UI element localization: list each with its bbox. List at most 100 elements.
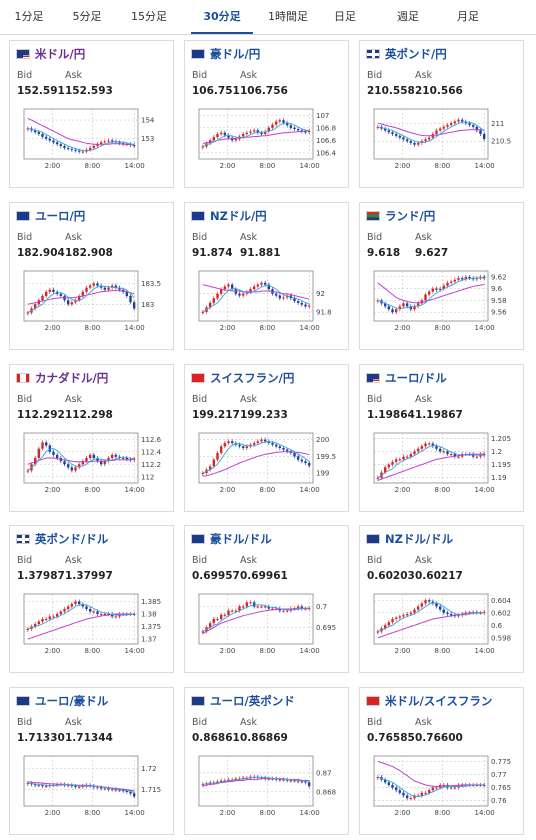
price-chart[interactable]: 183.5 183 2:00 8:00 14:00 — [20, 267, 165, 341]
candle-body — [391, 784, 394, 788]
currency-pair-link[interactable]: ランド/円 — [385, 209, 436, 223]
candle-body — [201, 631, 205, 633]
price-chart[interactable]: 1.385 1.38 1.375 1.37 2:00 8:00 14:00 — [20, 590, 165, 664]
moving-average-short-line — [377, 121, 485, 144]
ch-flag-icon — [366, 696, 380, 706]
price-chart[interactable]: 1.72 1.715 2:00 8:00 14:00 — [20, 752, 165, 826]
tab-6[interactable]: 週足 — [397, 10, 419, 23]
currency-pair-link[interactable]: NZドル/円 — [210, 209, 267, 223]
y-tick-label: 183 — [141, 301, 154, 309]
candle-body — [304, 781, 307, 783]
currency-pair-link[interactable]: 英ポンド/円 — [385, 47, 447, 61]
currency-pair-link[interactable]: 豪ドル/ドル — [210, 532, 272, 546]
candle-body — [416, 795, 420, 797]
candle-body — [282, 610, 285, 612]
x-tick-label: 2:00 — [395, 647, 411, 655]
price-chart[interactable]: 154 153 2:00 8:00 14:00 — [20, 105, 165, 179]
rate-card[interactable]: 英ポンド/円 Bid Ask 210.558 210.566 211 210.5 2:00 8:… — [359, 40, 524, 188]
price-chart[interactable]: 0.87 0.868 2:00 8:00 14:00 — [195, 752, 340, 826]
tab-1[interactable]: 5分足 — [72, 10, 102, 23]
rate-card[interactable]: 豪ドル/円 Bid Ask 106.751 106.756 107 106.8 106.6 10… — [184, 40, 349, 188]
tab-4[interactable]: 1時間足 — [268, 10, 308, 23]
bid-label: Bid — [367, 394, 383, 405]
bid-label: Bid — [192, 70, 208, 81]
rate-card[interactable]: NZドル/ドル Bid Ask 0.60203 0.60217 0.604 0.602 0.6… — [359, 525, 524, 673]
candle-body — [33, 304, 37, 309]
currency-pair-link[interactable]: 米ドル/スイスフラン — [385, 694, 493, 708]
candle-body — [216, 293, 219, 299]
currency-pair-link[interactable]: 豪ドル/円 — [210, 47, 261, 61]
ask-label: Ask — [240, 555, 257, 566]
currency-pair-link[interactable]: 英ポンド/ドル — [35, 532, 109, 546]
rate-card[interactable]: 米ドル/円 Bid Ask 152.591 152.593 154 153 2:00 8:00 1… — [9, 40, 174, 188]
card-header: 英ポンド/円 — [366, 47, 447, 61]
currency-pair-link[interactable]: 米ドル/円 — [35, 47, 86, 61]
tab-5[interactable]: 日足 — [334, 10, 356, 23]
price-chart[interactable]: 112.6 112.4 112.2 112 2:00 8:00 14:00 — [20, 429, 165, 503]
rate-card[interactable]: ユーロ/英ポンド Bid Ask 0.86861 0.86869 0.87 0.868 2:0… — [184, 687, 349, 835]
currency-pair-link[interactable]: ユーロ/豪ドル — [35, 694, 109, 708]
rate-card[interactable]: カナダドル/円 Bid Ask 112.292 112.298 112.6 112.4 112… — [9, 364, 174, 512]
price-chart[interactable]: 1.205 1.2 1.195 1.19 2:00 8:00 14:00 — [370, 429, 515, 503]
tab-2[interactable]: 15分足 — [131, 10, 167, 23]
rate-card[interactable]: ランド/円 Bid Ask 9.618 9.627 9.62 9.6 9.58 9.56 2:00… — [359, 202, 524, 350]
candle-body — [271, 124, 274, 128]
currency-pair-link[interactable]: スイスフラン/円 — [210, 371, 295, 385]
candle-body — [398, 306, 402, 310]
price-chart[interactable]: 200 199.5 199 2:00 8:00 14:00 — [195, 429, 340, 503]
candle-body — [256, 284, 260, 287]
candle-body — [99, 787, 103, 789]
candle-body — [201, 146, 205, 148]
candle-body — [33, 130, 37, 133]
candle-body — [449, 454, 453, 456]
rate-card[interactable]: NZドル/円 Bid Ask 91.874 91.881 92 91.8 2:00 8:00 14… — [184, 202, 349, 350]
price-chart[interactable]: 211 210.5 2:00 8:00 14:00 — [370, 105, 515, 179]
rate-card[interactable]: 英ポンド/ドル Bid Ask 1.37987 1.37997 1.385 1.38 1.37… — [9, 525, 174, 673]
candle-body — [405, 139, 409, 142]
candle-body — [438, 288, 442, 290]
currency-pair-link[interactable]: ユーロ/ドル — [385, 371, 447, 385]
tab-3[interactable]: 30分足 — [191, 0, 253, 34]
price-chart[interactable]: 0.604 0.602 0.6 0.598 2:00 8:00 14:00 — [370, 590, 515, 664]
rate-card[interactable]: 米ドル/スイスフラン Bid Ask 0.76585 0.76600 0.775 0.77 0… — [359, 687, 524, 835]
y-tick-label: 0.602 — [491, 609, 511, 617]
rate-card[interactable]: ユーロ/円 Bid Ask 182.904 182.908 183.5 183 2:00 8:0… — [9, 202, 174, 350]
candle-body — [77, 464, 81, 468]
candle-body — [129, 296, 132, 303]
y-tick-label: 91.8 — [316, 308, 332, 316]
card-header: ユーロ/ドル — [366, 371, 447, 385]
candle-body — [59, 611, 63, 614]
candle-body — [238, 444, 241, 447]
rate-card[interactable]: ユーロ/豪ドル Bid Ask 1.71330 1.71344 1.72 1.715 2:00… — [9, 687, 174, 835]
candle-body — [263, 606, 267, 608]
currency-pair-link[interactable]: カナダドル/円 — [35, 371, 109, 385]
price-chart[interactable]: 107 106.8 106.6 106.4 2:00 8:00 14:00 — [195, 105, 340, 179]
moving-average-short-line — [377, 602, 485, 632]
price-chart[interactable]: 0.7 0.695 2:00 8:00 14:00 — [195, 590, 340, 664]
moving-average-short-line — [27, 285, 135, 314]
candle-body — [278, 779, 282, 781]
card-header: 米ドル/スイスフラン — [366, 694, 492, 708]
currency-pair-link[interactable]: NZドル/ドル — [385, 532, 454, 546]
candlestick-chart: 1.72 1.715 2:00 8:00 14:00 — [23, 755, 161, 817]
candle-body — [219, 614, 223, 619]
plot-frame — [23, 755, 139, 807]
rate-card[interactable]: スイスフラン/円 Bid Ask 199.217 199.233 200 199.5 199 2… — [184, 364, 349, 512]
tab-7[interactable]: 月足 — [457, 10, 479, 23]
candle-body — [37, 448, 41, 458]
candle-body — [271, 778, 274, 780]
candle-body — [44, 786, 48, 787]
price-chart[interactable]: 92 91.8 2:00 8:00 14:00 — [195, 267, 340, 341]
currency-pair-link[interactable]: ユーロ/円 — [35, 209, 86, 223]
rate-card[interactable]: ユーロ/ドル Bid Ask 1.19864 1.19867 1.205 1.2 1.195 1… — [359, 364, 524, 512]
candle-body — [263, 282, 267, 285]
currency-pair-link[interactable]: ユーロ/英ポンド — [210, 694, 295, 708]
candle-body — [482, 134, 486, 139]
candle-body — [216, 134, 219, 138]
y-tick-label: 1.205 — [491, 435, 511, 443]
tab-0[interactable]: 1分足 — [14, 10, 44, 23]
price-chart[interactable]: 0.775 0.77 0.765 0.76 2:00 8:00 14:00 — [370, 752, 515, 826]
price-chart[interactable]: 9.62 9.6 9.58 9.56 2:00 8:00 14:00 — [370, 267, 515, 341]
rate-card[interactable]: 豪ドル/ドル Bid Ask 0.69957 0.69961 0.7 0.695 2:00 8:… — [184, 525, 349, 673]
candle-body — [99, 285, 103, 288]
